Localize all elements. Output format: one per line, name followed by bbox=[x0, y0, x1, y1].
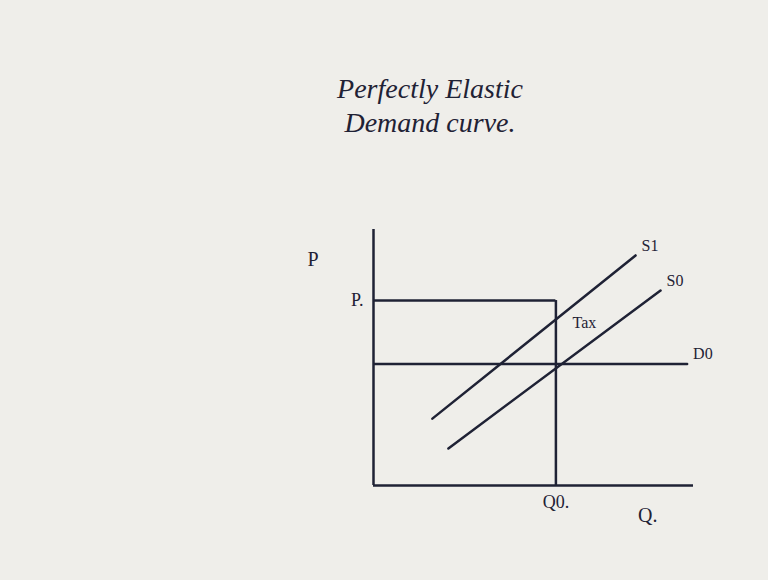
svg-text:Q.: Q. bbox=[638, 504, 657, 526]
svg-text:P: P bbox=[308, 248, 319, 270]
svg-text:D0: D0 bbox=[693, 345, 713, 362]
svg-text:Tax: Tax bbox=[573, 314, 597, 331]
svg-text:P.: P. bbox=[351, 290, 364, 310]
svg-text:S1: S1 bbox=[642, 237, 659, 254]
svg-text:Q0.: Q0. bbox=[543, 492, 570, 512]
html-text:Perfectly Elastic Demand curve: Perfectly Elastic Demand curve. bbox=[337, 73, 523, 138]
svg-text:S0: S0 bbox=[667, 272, 684, 289]
